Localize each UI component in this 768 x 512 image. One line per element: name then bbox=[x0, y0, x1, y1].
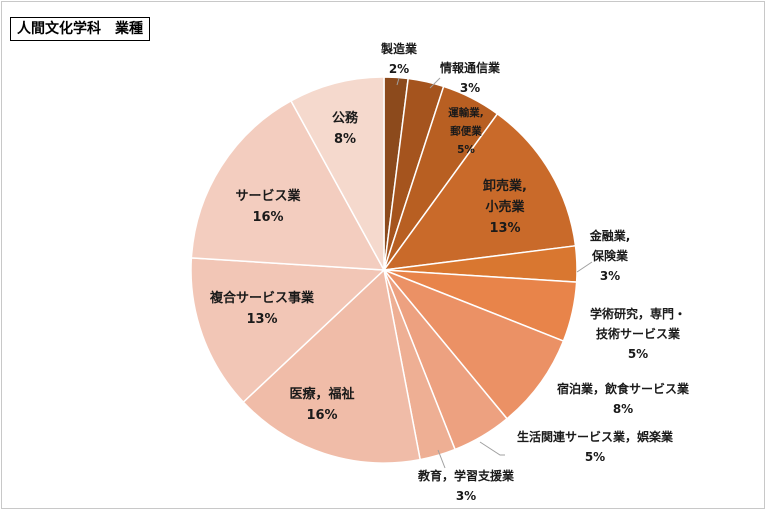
pie-slice-4 bbox=[382, 112, 577, 271]
pie-slice-12 bbox=[190, 99, 386, 271]
slice-label-7: 宿泊業，飲食サービス業 8% bbox=[557, 381, 690, 416]
leader-line-2 bbox=[429, 77, 441, 89]
leader-line-9 bbox=[437, 449, 446, 469]
slice-label-11: 複合サービス事業 13% bbox=[209, 290, 315, 327]
pie-slice-11 bbox=[190, 257, 386, 404]
slice-label-10: 医療，福祉 16% bbox=[289, 386, 354, 423]
slice-label-13: 公務 8% bbox=[332, 110, 359, 147]
slice-label-12: サービス業 16% bbox=[235, 188, 301, 225]
slice-label-2: 情報通信業 3% bbox=[440, 60, 501, 95]
leader-line-5 bbox=[576, 261, 593, 273]
slice-label-8: 生活関連サービス業，娯楽業 5% bbox=[517, 429, 674, 464]
pie-slice-13 bbox=[290, 76, 385, 271]
slice-label-6: 学術研究，専門・技術サービス業 5% bbox=[590, 306, 686, 361]
slice-label-9: 教育，学習支援業 3% bbox=[417, 468, 515, 503]
pie-slice-7 bbox=[383, 269, 565, 420]
slice-label-5: 金融業,保険業 3% bbox=[589, 228, 631, 283]
pie-slice-10 bbox=[242, 268, 422, 464]
leader-line-1 bbox=[396, 77, 400, 86]
slice-label-1: 製造業 2% bbox=[380, 41, 418, 76]
leader-line-8 bbox=[479, 441, 505, 456]
chart-title: 人間文化学科 業種 bbox=[10, 17, 150, 41]
slice-label-3: 運輸業,郵便業 5% bbox=[448, 106, 484, 156]
slice-label-4: 卸売業,小売業 13% bbox=[483, 178, 527, 236]
